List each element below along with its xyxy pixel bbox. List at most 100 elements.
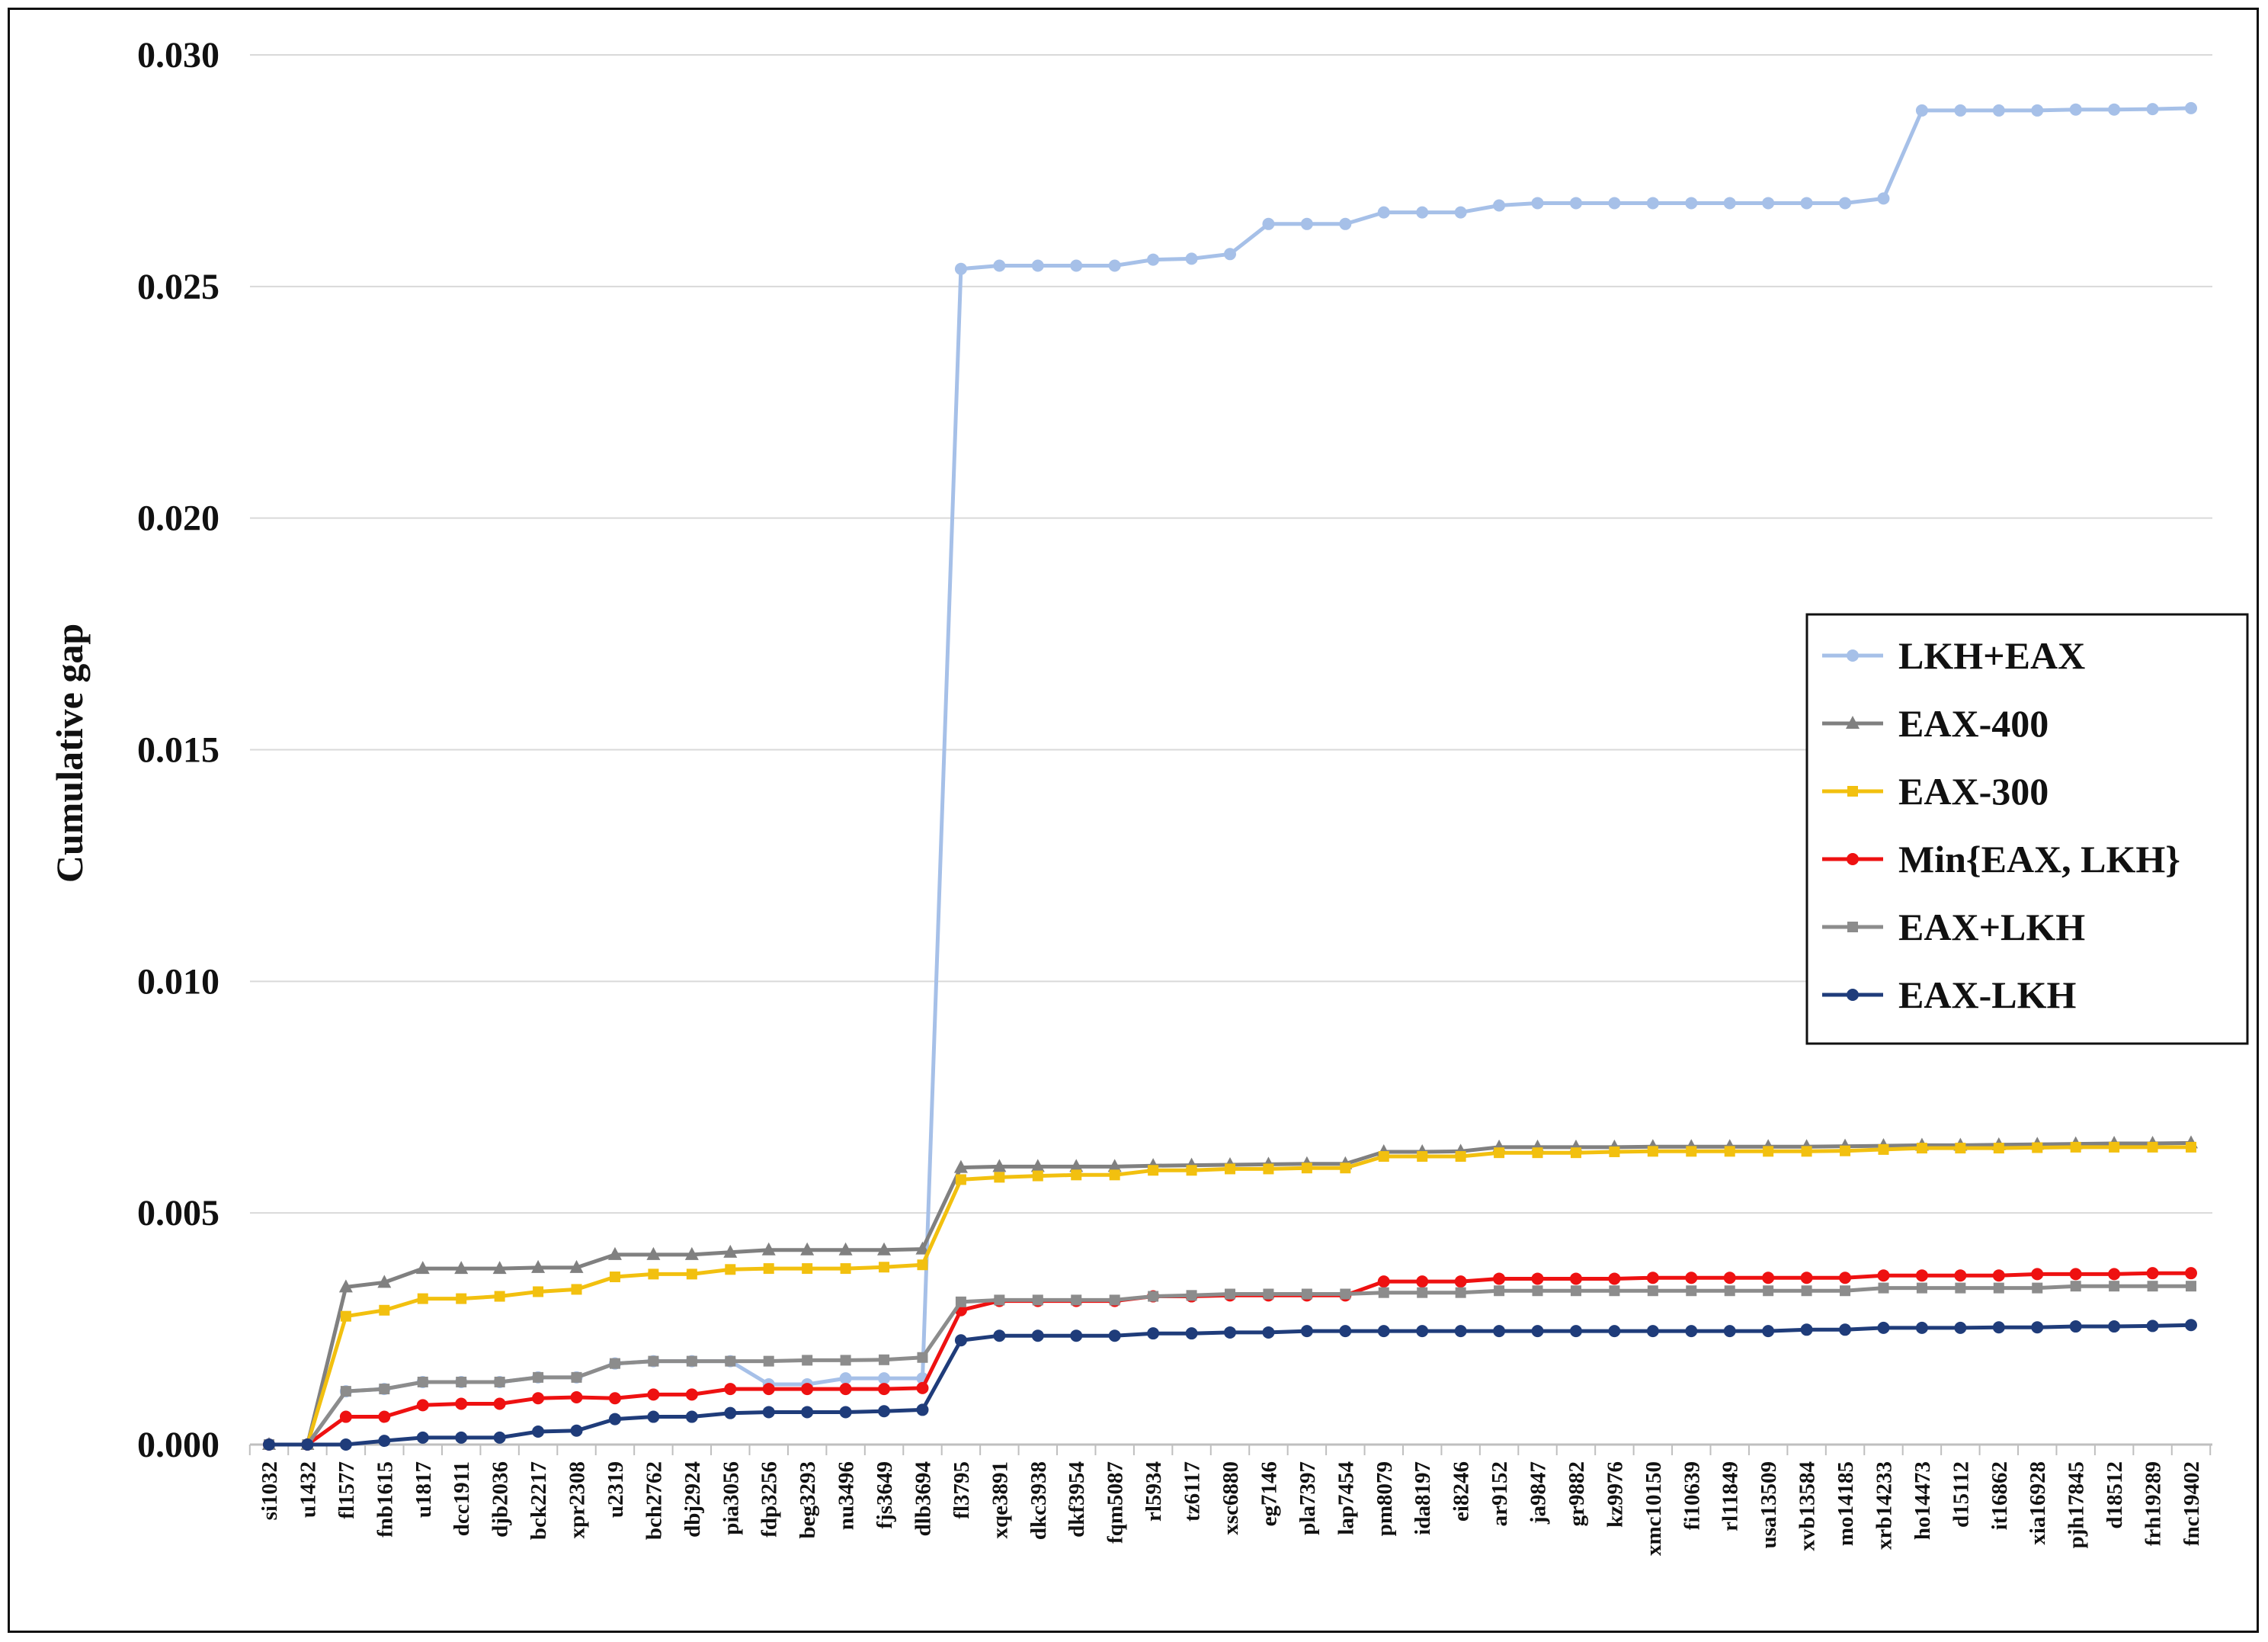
data-point [608,1413,621,1426]
data-point [1723,1272,1736,1284]
data-point [1031,259,1044,272]
data-point [724,1383,737,1396]
data-point [1301,1163,1312,1174]
data-point [1762,197,1775,210]
data-point [1646,1272,1659,1284]
data-point [571,1284,582,1295]
data-point [955,1174,966,1185]
data-point [1225,1288,1235,1300]
data-point [1800,1272,1813,1284]
data-point [1417,1151,1428,1163]
data-point [2109,1281,2120,1292]
data-point [1762,1325,1775,1338]
x-tick-label: kz9976 [1603,1461,1627,1528]
data-point [1915,1269,1928,1282]
legend-item: EAX+LKH [1822,906,2085,948]
data-point [494,1291,505,1302]
data-point [648,1355,659,1367]
data-point [994,1172,1005,1183]
data-point [1877,192,1890,205]
data-point [1531,197,1544,210]
x-tick-label: u2319 [604,1461,628,1518]
data-point [647,1410,660,1423]
data-point [1531,1325,1544,1338]
data-point [1069,1159,1084,1172]
x-tick-label: it16862 [1988,1461,2012,1530]
data-point [1569,1325,1582,1338]
data-point [916,1381,929,1394]
data-point [263,1438,275,1451]
data-point [1377,206,1390,219]
data-point [2146,103,2159,116]
series-eax-300 [264,1141,2196,1450]
y-axis-title: Cumulative gap [48,624,91,883]
legend-label: Min{EAX, LKH} [1898,838,2180,880]
data-point [2147,1281,2158,1292]
data-point [1993,1282,2004,1294]
data-point [1224,248,1236,261]
data-point [492,1261,507,1275]
data-point [1800,197,1813,210]
data-point [1454,1275,1467,1288]
data-point [532,1425,545,1438]
x-tick-label: nu3496 [834,1461,859,1530]
series-layer [262,101,2198,1451]
x-tick-label: bch2762 [642,1461,666,1540]
data-point [1493,199,1506,212]
data-point [1109,1169,1120,1181]
data-point [1186,1165,1197,1176]
data-point [1262,217,1275,230]
data-point [800,1242,815,1256]
data-point [1954,1269,1967,1282]
data-point [839,1372,852,1385]
data-point [1032,1294,1043,1306]
data-point [1646,197,1659,210]
data-point [802,1355,813,1366]
data-point [725,1264,736,1275]
data-point [1992,1269,2005,1282]
data-point [646,1246,661,1260]
data-point [802,1263,813,1275]
x-tick-label: frh19289 [2141,1461,2166,1546]
series-line [269,1323,2192,1447]
data-point [878,1383,891,1396]
data-point [685,1410,698,1423]
data-point [1840,1145,1851,1156]
data-point [1147,1327,1160,1340]
data-point [378,1410,391,1423]
data-point [2032,1282,2043,1294]
data-point [916,1403,929,1416]
data-point [1071,1169,1082,1181]
data-point [379,1304,390,1316]
data-point [1531,1272,1544,1285]
x-tick-label: xsc6880 [1219,1461,1243,1535]
data-point [1186,1290,1197,1301]
x-tick-label: fl3795 [950,1461,974,1519]
x-tick-label: pia3056 [719,1461,743,1535]
data-point [1993,1143,2004,1154]
data-point [1724,1146,1735,1157]
data-point [955,1296,966,1307]
data-point [2185,1319,2197,1332]
data-point [1109,1294,1120,1306]
data-point [2146,1267,2159,1280]
data-point [533,1286,544,1297]
data-point [609,1358,620,1369]
legend-swatch-marker [1847,989,1859,1001]
x-tick-label: ja9847 [1526,1461,1551,1525]
data-point [877,1242,892,1256]
data-point [1840,1285,1851,1297]
legend: LKH+EAX EAX-400 EAX-300 Min{EAX, LKH} EAX+LK… [1805,613,2249,1045]
data-point [838,1242,853,1256]
data-point [2069,103,2082,116]
x-tick-label: dcc1911 [450,1461,474,1536]
data-point [1763,1285,1774,1297]
data-point [2109,1141,2120,1153]
x-tick-label: tz6117 [1180,1461,1205,1522]
data-point [417,1376,428,1387]
data-point [2070,1141,2081,1153]
data-point [456,1293,467,1304]
data-point [878,1405,891,1418]
data-point [2108,1320,2121,1333]
x-tick-label: usa13509 [1757,1461,1781,1548]
